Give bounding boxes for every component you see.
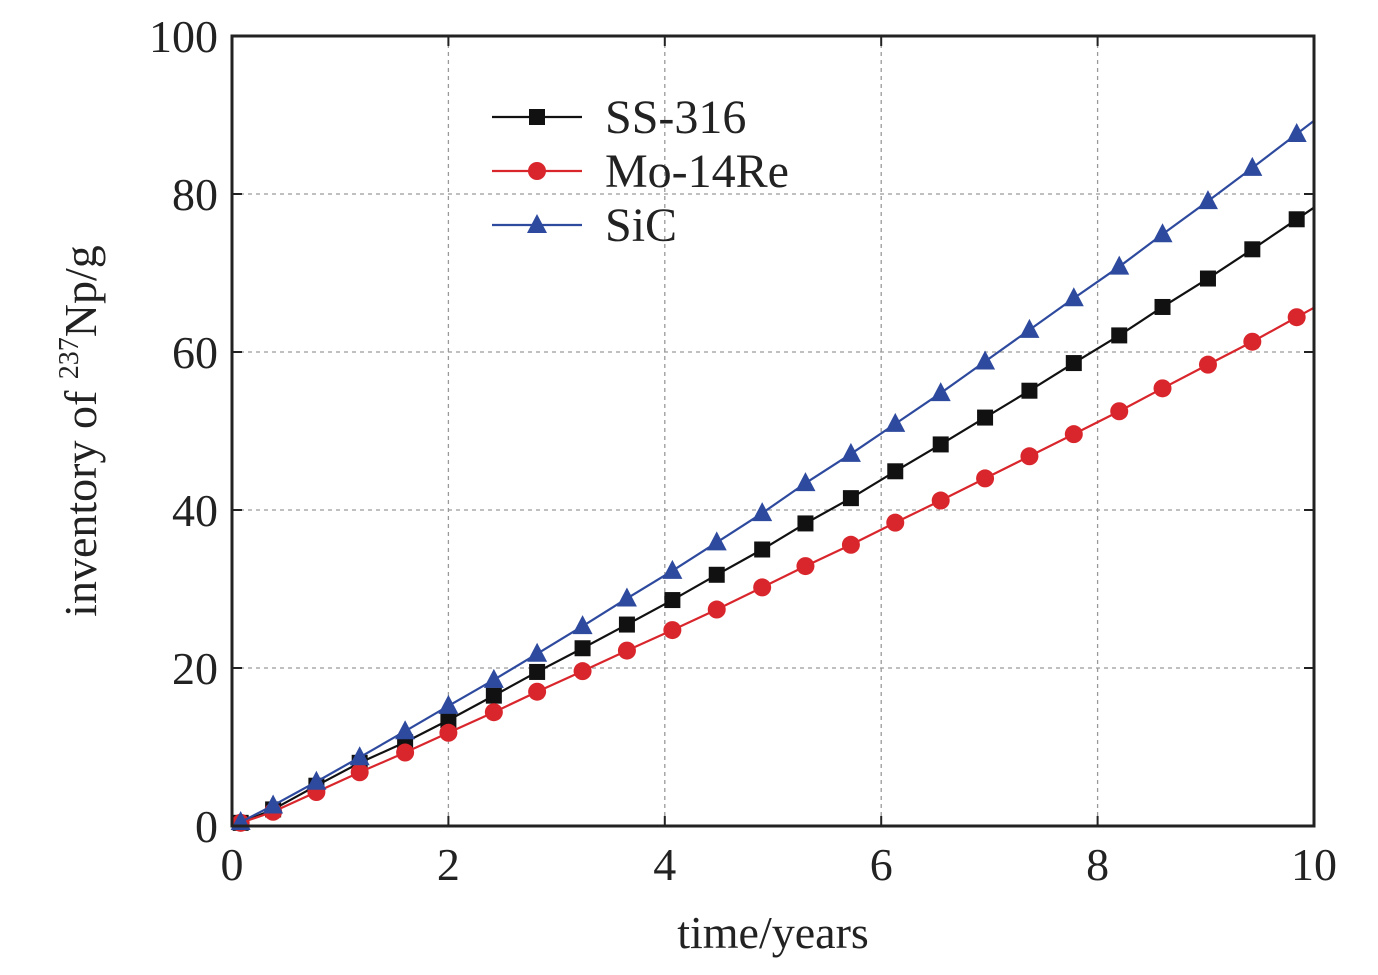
- series-line-sic: [240, 119, 1315, 824]
- data-point-mo-14re: [1287, 308, 1306, 327]
- x-axis-title: time/years: [677, 907, 869, 958]
- legend-marker-sic: [527, 214, 547, 233]
- data-point-ss-316: [440, 712, 457, 729]
- x-tick-label: 2: [437, 839, 460, 890]
- data-point-mo-14re: [931, 491, 950, 510]
- x-tick-label: 4: [653, 839, 676, 890]
- data-point-sic: [1197, 190, 1218, 210]
- data-point-mo-14re: [886, 513, 905, 532]
- data-point-mo-14re: [707, 600, 726, 619]
- data-point-sic: [1286, 122, 1307, 142]
- data-point-ss-316: [1199, 270, 1216, 287]
- grid-layer: [232, 36, 1314, 826]
- data-point-ss-316: [1021, 382, 1038, 399]
- data-point-sic: [1242, 156, 1263, 176]
- data-point-mo-14re: [841, 535, 860, 554]
- data-point-ss-316: [842, 490, 859, 507]
- legend-label-sic: SiC: [605, 199, 677, 252]
- data-point-ss-316: [1065, 355, 1082, 372]
- data-point-mo-14re: [1243, 332, 1262, 351]
- legend-label-mo-14re: Mo-14Re: [605, 145, 789, 198]
- data-point-sic: [1109, 255, 1130, 275]
- plot-frame: [230, 34, 1316, 828]
- data-point-sic: [616, 587, 637, 607]
- data-point-sic: [752, 502, 773, 522]
- data-point-ss-316: [529, 663, 546, 680]
- y-axis-title-prefix: inventory of: [55, 379, 106, 617]
- data-point-ss-316: [485, 687, 502, 704]
- y-tick-label: 100: [149, 11, 218, 62]
- y-tick-label: 0: [195, 801, 218, 852]
- data-point-sic: [263, 794, 284, 814]
- data-point-ss-316: [1111, 327, 1128, 344]
- y-tick-label: 20: [172, 643, 218, 694]
- data-point-sic: [975, 350, 996, 370]
- data-point-sic: [572, 615, 593, 635]
- data-point-sic: [885, 412, 906, 432]
- data-point-mo-14re: [617, 641, 636, 660]
- data-point-ss-316: [932, 436, 949, 453]
- y-axis-title-superscript: 237: [54, 337, 85, 379]
- data-point-sic: [930, 382, 951, 402]
- data-point-sic: [349, 746, 370, 766]
- legend-marker-mo-14re: [528, 162, 546, 180]
- y-axis-title: inventory of 237Np/g: [54, 245, 106, 617]
- data-point-sic: [306, 770, 327, 790]
- data-point-mo-14re: [663, 621, 682, 640]
- data-point-ss-316: [1244, 241, 1261, 258]
- x-tick-label: 8: [1086, 839, 1109, 890]
- data-point-mo-14re: [439, 723, 458, 742]
- data-point-ss-316: [618, 616, 635, 633]
- x-tick-label: 10: [1291, 839, 1337, 890]
- y-axis-title-suffix: Np/g: [55, 245, 106, 337]
- data-point-ss-316: [797, 515, 814, 532]
- data-point-sic: [1063, 287, 1084, 307]
- data-point-ss-316: [708, 566, 725, 583]
- series-layer: [230, 119, 1315, 832]
- data-point-sic: [395, 720, 416, 740]
- data-point-mo-14re: [796, 557, 815, 576]
- data-point-sic: [527, 642, 548, 662]
- data-point-sic: [706, 531, 727, 551]
- legend-marker-ss-316: [529, 109, 545, 125]
- legend-label-ss-316: SS-316: [605, 91, 746, 144]
- y-tick-label: 80: [172, 169, 218, 220]
- data-point-ss-316: [977, 409, 994, 426]
- data-point-sic: [795, 472, 816, 492]
- data-point-mo-14re: [1198, 355, 1217, 374]
- data-point-ss-316: [1154, 298, 1171, 315]
- data-point-mo-14re: [484, 703, 503, 722]
- data-point-ss-316: [664, 592, 681, 609]
- data-point-mo-14re: [976, 469, 995, 488]
- data-point-mo-14re: [753, 578, 772, 597]
- data-point-sic: [483, 668, 504, 688]
- x-tick-label: 6: [870, 839, 893, 890]
- y-tick-label: 60: [172, 327, 218, 378]
- data-point-mo-14re: [1020, 447, 1039, 466]
- data-point-ss-316: [1288, 211, 1305, 228]
- data-point-ss-316: [574, 640, 591, 657]
- data-point-mo-14re: [1110, 402, 1129, 421]
- data-point-mo-14re: [350, 763, 369, 782]
- y-tick-label: 40: [172, 485, 218, 536]
- data-point-mo-14re: [528, 682, 547, 701]
- data-point-ss-316: [887, 463, 904, 480]
- data-point-ss-316: [754, 541, 771, 558]
- data-point-sic: [1019, 318, 1040, 338]
- data-point-sic: [662, 559, 683, 579]
- data-point-mo-14re: [573, 662, 592, 681]
- x-tick-label: 0: [221, 839, 244, 890]
- data-point-mo-14re: [1064, 425, 1083, 444]
- data-point-sic: [840, 442, 861, 462]
- data-point-sic: [438, 694, 459, 714]
- data-point-mo-14re: [1153, 379, 1172, 398]
- data-point-mo-14re: [396, 743, 415, 762]
- data-point-sic: [1152, 223, 1173, 243]
